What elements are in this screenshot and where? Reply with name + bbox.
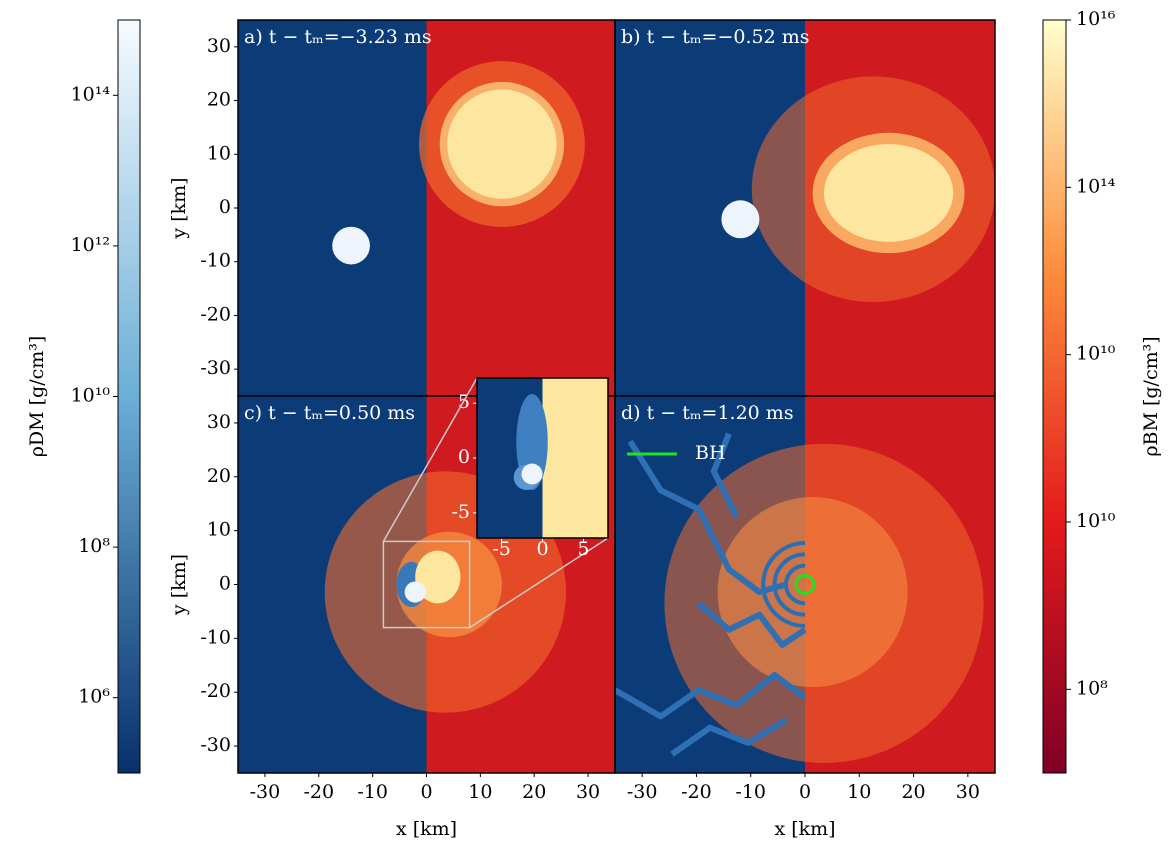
colorbar-label: ρBM [g/cm³] <box>1140 336 1162 456</box>
density-feature <box>447 89 557 199</box>
density-feature <box>415 550 461 604</box>
bm-features <box>513 394 548 491</box>
x-tick-label: -5 <box>492 538 511 560</box>
colorbar <box>117 19 141 774</box>
colorbar-label: ρDM [g/cm³] <box>26 336 48 458</box>
bm-features <box>721 76 995 302</box>
y-tick-label: 30 <box>207 35 231 57</box>
dm-half <box>238 20 427 396</box>
y-tick-label: 0 <box>458 446 470 468</box>
density-feature <box>696 601 807 648</box>
y-tick-label: 10 <box>207 519 231 541</box>
y-axis-label: y [km] <box>168 177 190 239</box>
bm-features <box>615 432 984 763</box>
y-tick-label: -10 <box>200 250 231 272</box>
bh-marker <box>794 574 816 595</box>
x-tick-label: -30 <box>250 781 281 803</box>
y-axis-label: y [km] <box>168 554 190 616</box>
panel-title: a) t − tₘ=−3.23 ms <box>244 26 432 48</box>
y-tick-label: 0 <box>219 196 231 218</box>
y-tick-label: -20 <box>200 303 231 325</box>
colorbar-tick-label: 10¹⁰ <box>71 385 111 407</box>
panel-image <box>615 396 995 773</box>
y-tick-label: -30 <box>200 734 231 756</box>
zoom-box <box>382 540 471 629</box>
x-tick-label: -30 <box>627 781 658 803</box>
y-tick-label: -10 <box>200 626 231 648</box>
x-tick-label: -20 <box>681 781 712 803</box>
x-axis-label: x [km] <box>396 818 457 840</box>
y-tick-label: -5 <box>451 501 470 523</box>
colorbar-tick-label: 10¹⁴ <box>71 83 111 105</box>
x-tick-label: -10 <box>357 781 388 803</box>
colorbar-tick-label: 10⁸ <box>78 535 110 557</box>
axes-frame <box>476 377 609 539</box>
y-tick-label: 10 <box>207 142 231 164</box>
x-tick-label: 10 <box>468 781 492 803</box>
colorbar-tick-label: 10⁸ <box>1076 677 1108 699</box>
x-tick-label: 20 <box>522 781 546 803</box>
density-feature <box>627 439 787 596</box>
colorbar-tick-label: 10¹⁶ <box>1076 8 1116 30</box>
x-tick-label: 0 <box>536 538 548 560</box>
y-tick-label: 20 <box>207 465 231 487</box>
x-tick-label: 20 <box>901 781 925 803</box>
density-feature <box>717 497 908 688</box>
colorbar <box>1042 19 1067 774</box>
y-tick-label: -20 <box>200 680 231 702</box>
panel-image <box>477 378 608 538</box>
zoom-connector <box>469 537 609 629</box>
panel-title: d) t − tₘ=1.20 ms <box>621 402 794 424</box>
panel-image <box>238 20 615 396</box>
y-tick-label: 30 <box>207 411 231 433</box>
x-tick-label: 0 <box>799 781 811 803</box>
x-tick-label: -10 <box>735 781 766 803</box>
panel-title: b) t − tₘ=−0.52 ms <box>621 26 810 48</box>
colorbar-tick-label: 10¹² <box>71 234 110 256</box>
density-feature <box>670 717 788 757</box>
legend-label: BH <box>695 442 726 464</box>
bm-half <box>542 378 608 538</box>
density-feature <box>332 226 370 265</box>
x-tick-label: 5 <box>577 538 589 560</box>
density-feature <box>824 144 954 242</box>
x-tick-label: 30 <box>956 781 980 803</box>
y-tick-label: -30 <box>200 357 231 379</box>
x-tick-label: 30 <box>576 781 600 803</box>
x-tick-label: 10 <box>847 781 871 803</box>
colorbar-tick-label: 10⁶ <box>78 686 110 708</box>
density-feature <box>784 563 806 606</box>
colorbar-tick-label: 10¹⁰ <box>1076 343 1116 365</box>
x-tick-label: 0 <box>420 781 432 803</box>
colorbar-tick-label: 10¹⁴ <box>1076 175 1116 197</box>
x-tick-label: -20 <box>303 781 334 803</box>
density-feature <box>404 581 426 603</box>
panel-image <box>615 20 995 396</box>
density-feature <box>721 200 760 239</box>
y-tick-label: 0 <box>219 573 231 595</box>
density-feature <box>772 552 806 617</box>
density-feature <box>615 671 807 720</box>
colorbar-tick-label: 10¹⁰ <box>1076 510 1116 532</box>
density-feature <box>761 541 806 628</box>
density-feature <box>521 463 543 485</box>
x-axis-label: x [km] <box>774 818 835 840</box>
zoom-connector <box>382 377 478 542</box>
y-tick-label: 20 <box>207 89 231 111</box>
panel-title: c) t − tₘ=0.50 ms <box>244 402 415 424</box>
density-feature <box>710 432 740 518</box>
bm-features <box>332 61 585 265</box>
